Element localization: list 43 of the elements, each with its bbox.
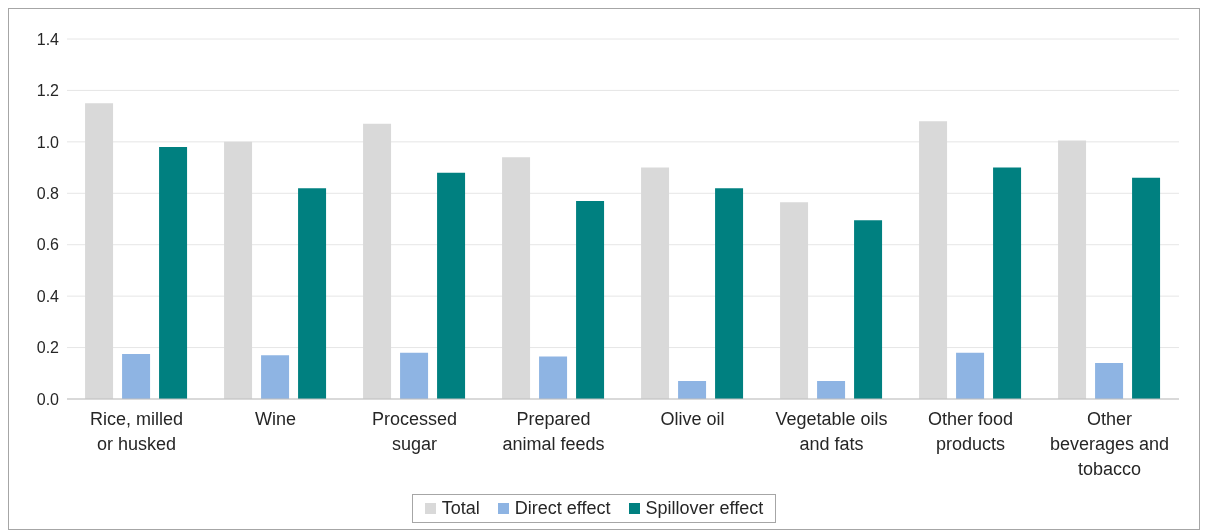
bar bbox=[780, 202, 809, 399]
x-tick-label: Wine bbox=[254, 409, 297, 429]
x-tick-label: Other food products bbox=[927, 409, 1014, 454]
y-tick-label: 1.2 bbox=[36, 82, 60, 100]
y-tick-label: 0.6 bbox=[36, 236, 60, 254]
bar bbox=[363, 123, 392, 399]
bar bbox=[298, 188, 327, 399]
legend-label: Total bbox=[440, 498, 480, 519]
bar bbox=[261, 355, 290, 399]
bar bbox=[854, 220, 883, 399]
y-tick-label: 0.4 bbox=[36, 287, 60, 305]
x-tick-label: Vegetable oils and fats bbox=[775, 409, 888, 454]
bar bbox=[1095, 363, 1124, 399]
bar bbox=[576, 201, 605, 399]
bar bbox=[159, 147, 188, 399]
bar bbox=[224, 141, 253, 399]
bar bbox=[122, 354, 151, 399]
y-tick-label: 0.2 bbox=[36, 339, 60, 357]
x-tick-label: Rice, milled or husked bbox=[89, 409, 184, 454]
bar bbox=[539, 356, 568, 399]
x-tick-label: Processed sugar bbox=[371, 409, 458, 454]
bar bbox=[993, 167, 1022, 399]
x-tick-label: Olive oil bbox=[660, 409, 725, 429]
x-tick-label: Prepared animal feeds bbox=[502, 409, 605, 454]
legend-label: Direct effect bbox=[513, 498, 611, 519]
bar bbox=[641, 167, 670, 399]
y-tick-label: 1.4 bbox=[36, 30, 60, 48]
bar bbox=[1058, 140, 1087, 399]
bar bbox=[678, 381, 707, 399]
bar bbox=[919, 121, 948, 399]
bar bbox=[1132, 177, 1161, 399]
bar bbox=[715, 188, 744, 399]
bar bbox=[437, 172, 466, 399]
bar bbox=[956, 352, 985, 399]
legend-label: Spillover effect bbox=[644, 498, 764, 519]
bar bbox=[85, 103, 114, 399]
y-tick-label: 0.0 bbox=[36, 390, 60, 408]
bar bbox=[400, 352, 429, 399]
bar bbox=[502, 157, 531, 399]
x-tick-label: Other beverages and tobacco bbox=[1049, 409, 1170, 479]
bar bbox=[817, 381, 846, 399]
y-tick-label: 1.0 bbox=[36, 133, 60, 151]
y-tick-label: 0.8 bbox=[36, 184, 60, 202]
